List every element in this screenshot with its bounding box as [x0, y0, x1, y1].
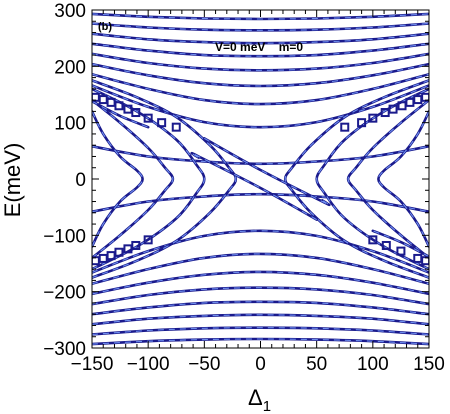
- data-marker-2: [98, 95, 108, 105]
- x-tick-label: −100: [127, 354, 170, 375]
- series-dash-overlay-28: [372, 230, 429, 258]
- series-dash-overlay-26: [284, 79, 429, 279]
- series-dash-overlay-1: [92, 193, 429, 213]
- data-marker-28: [396, 246, 406, 256]
- y-tick-label: −100: [43, 226, 86, 247]
- series-dash-overlay-5: [92, 253, 429, 285]
- series-line-19: [92, 110, 144, 248]
- data-marker-20: [98, 253, 108, 263]
- series-line-22: [346, 98, 429, 260]
- series-dash-overlay-7: [92, 271, 429, 295]
- plot-area: [92, 12, 429, 346]
- x-axis-title: Δ1: [248, 385, 271, 414]
- parameter-annotation: V=0 meV m=0: [215, 40, 303, 54]
- series-dash-overlay-30: [191, 152, 317, 221]
- data-marker-25: [143, 235, 153, 245]
- series-dash-overlay-13: [92, 314, 429, 325]
- data-marker-29: [381, 240, 391, 250]
- series-dash-overlay-9: [92, 287, 429, 305]
- x-axis-title-subscript: 1: [263, 398, 271, 414]
- y-tick-label: 100: [54, 114, 86, 135]
- data-marker-22: [114, 247, 124, 257]
- x-tick-label: 150: [413, 354, 445, 375]
- series-line-8: [92, 62, 429, 88]
- y-tick-label: 300: [54, 1, 86, 22]
- series-dash-overlay-27: [92, 100, 149, 128]
- data-marker-6: [131, 108, 141, 118]
- series-dash-overlay-10: [92, 53, 429, 71]
- series-dash-overlay-23: [92, 88, 205, 270]
- x-tick-label: 50: [306, 354, 327, 375]
- data-marker-27: [413, 253, 423, 263]
- series-dash-overlay-25: [92, 79, 237, 279]
- panel-label: (b): [98, 21, 112, 33]
- x-axis-title-main: Δ: [248, 385, 263, 410]
- series-dash-overlay-21: [92, 99, 174, 259]
- data-marker-9: [171, 122, 181, 132]
- series-line-2: [92, 145, 429, 166]
- series-line-4: [92, 84, 429, 129]
- data-marker-18: [340, 122, 350, 132]
- axis-tick-labels: −150 −100 −50 0 50 100 150 −300 −200 −100 0 100 200 3…: [43, 1, 445, 375]
- series-dash-overlay-2: [92, 145, 429, 165]
- series-dash-overlay-4: [92, 84, 429, 128]
- data-marker-17: [357, 118, 367, 128]
- series-dash-overlay-6: [92, 73, 429, 105]
- series-dash-overlay-8: [92, 63, 429, 87]
- x-tick-label: −50: [188, 354, 220, 375]
- x-tick-label: −150: [71, 354, 114, 375]
- series-line-23: [92, 87, 206, 271]
- series-dash-overlay-15: [92, 327, 429, 336]
- series-dash-overlay-22: [347, 99, 429, 259]
- series-dash-overlay-14: [92, 33, 429, 44]
- data-marker-15: [380, 108, 390, 118]
- x-tick-label: 0: [255, 354, 266, 375]
- data-marker-24: [131, 240, 141, 250]
- y-tick-label: 200: [54, 57, 86, 78]
- data-marker-16: [368, 113, 378, 123]
- data-marker-11: [413, 95, 423, 105]
- y-tick-label: −300: [43, 339, 86, 360]
- series-line-20: [377, 110, 429, 248]
- series-dash-overlay-12: [92, 43, 429, 57]
- data-marker-8: [157, 118, 167, 128]
- series-line-24: [315, 87, 429, 271]
- data-marker-13: [397, 101, 407, 111]
- data-marker-7: [143, 113, 153, 123]
- series-line-3: [92, 229, 429, 274]
- series-line-1: [92, 192, 429, 213]
- y-axis-title: E(meV): [0, 143, 25, 218]
- axis-ticks: [91, 9, 430, 349]
- data-marker-4: [114, 101, 124, 111]
- series-dash-overlay-11: [92, 301, 429, 315]
- x-tick-label: 100: [357, 354, 389, 375]
- series-line-21: [92, 98, 175, 260]
- series-line-7: [92, 270, 429, 296]
- series-dash-overlay-16: [92, 22, 429, 31]
- series-dash-overlay-20: [377, 111, 429, 247]
- y-tick-label: 0: [75, 170, 86, 191]
- series-dash-overlay-29: [204, 137, 330, 206]
- series-dash-overlay-24: [316, 88, 429, 270]
- y-tick-label: −200: [43, 283, 86, 304]
- series-dash-overlay-19: [92, 111, 144, 247]
- data-marker-30: [368, 235, 378, 245]
- series-dash-overlay-3: [92, 230, 429, 274]
